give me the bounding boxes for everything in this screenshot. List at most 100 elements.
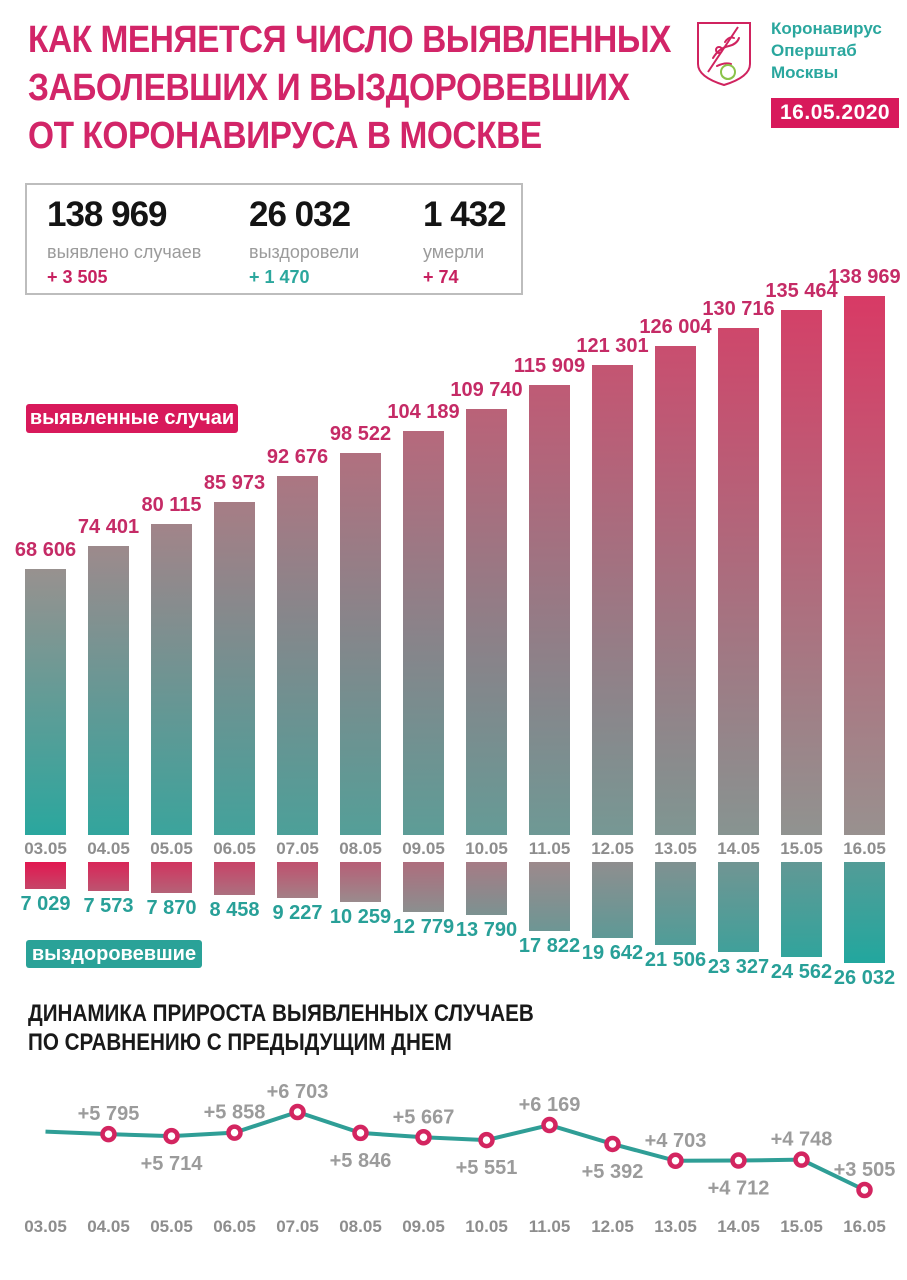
bar [25, 568, 66, 835]
bar-value-label: 12 779 [392, 915, 455, 938]
stat-deaths: 1 432 умерли + 74 [423, 195, 507, 288]
bar [529, 862, 570, 932]
bar-value-label: 23 327 [707, 956, 770, 979]
bar-value-label: 26 032 [833, 966, 896, 989]
date-tick: 13.05 [654, 839, 697, 858]
page-title-line: ЗАБОЛЕВШИХ И ВЫЗДОРОВЕВШИХ [28, 67, 630, 109]
bar-value-label: 92 676 [266, 445, 329, 468]
bar-value-label: 7 870 [146, 896, 197, 919]
increase-value-label: +5 667 [393, 1106, 455, 1128]
increase-value-label: +5 795 [78, 1103, 140, 1125]
bar-value-label: 9 227 [272, 901, 323, 924]
page-title-line: КАК МЕНЯЕТСЯ ЧИСЛО ВЫЯВЛЕННЫХ [28, 19, 672, 61]
stat-value: 1 432 [423, 195, 507, 234]
bar [529, 385, 570, 835]
date-tick: 10.05 [465, 1217, 508, 1236]
brand-line: Оперштаб [771, 41, 857, 60]
date-badge: 16.05.2020 [771, 98, 900, 128]
date-tick: 06.05 [213, 1217, 256, 1236]
increase-value-label: +5 846 [330, 1150, 392, 1172]
increase-value-label: +4 703 [645, 1130, 707, 1152]
bar [340, 862, 381, 902]
line-chart-title: ДИНАМИКА ПРИРОСТА ВЫЯВЛЕННЫХ СЛУЧАЕВ ПО … [28, 999, 616, 1057]
bar-value-label: 80 115 [141, 494, 202, 517]
bar [655, 346, 696, 835]
bar [466, 409, 507, 835]
brand-line: Коронавирус [771, 19, 882, 38]
stat-value: 26 032 [249, 195, 351, 234]
data-point-marker [730, 1152, 747, 1169]
data-point-marker [541, 1116, 558, 1134]
bar [781, 862, 822, 958]
bar [214, 501, 255, 835]
bar-value-label: 7 573 [83, 895, 134, 918]
line-chart-title-line: ПО СРАВНЕНИЮ С ПРЕДЫДУЩИМ ДНЕМ [28, 1029, 452, 1056]
moscow-coat-of-arms-icon [697, 22, 751, 87]
cases-bar-chart: 68 606 74 401 80 115 85 973 92 676 98 522 104 … [15, 266, 901, 835]
data-point-marker [478, 1131, 495, 1149]
bar [718, 862, 759, 953]
stat-label: выздоровели [249, 242, 360, 262]
date-tick: 05.05 [150, 839, 193, 858]
date-tick: 12.05 [591, 839, 634, 858]
increase-value-label: +5 392 [582, 1161, 644, 1183]
line-chart-title-line: ДИНАМИКА ПРИРОСТА ВЫЯВЛЕННЫХ СЛУЧАЕВ [28, 1000, 534, 1027]
brand-line: Москвы [771, 63, 839, 82]
data-point-marker [289, 1103, 306, 1121]
data-point-marker [667, 1152, 684, 1170]
bar [403, 862, 444, 912]
bar [718, 328, 759, 835]
increase-value-label: +6 169 [519, 1094, 581, 1116]
date-tick: 08.05 [339, 839, 382, 858]
page-title: КАК МЕНЯЕТСЯ ЧИСЛО ВЫЯВЛЕННЫХ ЗАБОЛЕВШИХ… [28, 16, 759, 160]
date-tick: 16.05 [843, 1217, 886, 1236]
stat-confirmed: 138 969 выявлено случаев + 3 505 [47, 195, 201, 288]
date-tick: 09.05 [402, 839, 445, 858]
date-tick: 03.05 [24, 839, 67, 858]
data-point-marker [100, 1125, 117, 1143]
bar-value-label: 21 506 [644, 949, 707, 972]
bar-value-label: 135 464 [765, 279, 838, 302]
bar-value-label: 7 029 [20, 893, 71, 916]
bar [844, 862, 885, 963]
date-tick: 08.05 [339, 1217, 382, 1236]
date-tick: 10.05 [465, 839, 508, 858]
date-tick: 13.05 [654, 1217, 697, 1236]
increase-value-label: +5 551 [456, 1157, 518, 1179]
stat-label: умерли [423, 242, 485, 262]
bar-value-label: 109 740 [450, 379, 523, 402]
recovered-bar-chart: 7 029 7 573 7 870 8 458 9 227 10 259 12 779 13 … [20, 862, 895, 992]
date-tick: 07.05 [276, 839, 319, 858]
daily-increase-line-chart: +5 795 +5 714 +5 858+6 703 +5 846+5 667 +5 5… [45, 1081, 895, 1200]
bar [403, 430, 444, 835]
bar-value-label: 138 969 [828, 266, 901, 288]
data-point-marker [856, 1181, 873, 1199]
cases-legend-badge: выявленные случаи [26, 404, 238, 433]
bar-value-label: 85 973 [203, 471, 266, 494]
bar-value-label: 98 522 [329, 422, 392, 445]
bar [88, 546, 129, 835]
date-tick: 11.05 [528, 839, 571, 858]
bar [151, 524, 192, 835]
bar [781, 309, 822, 835]
operational-hq-label: Коронавирус Оперштаб Москвы [771, 18, 882, 84]
bar [844, 296, 885, 835]
increase-value-label: +4 712 [708, 1178, 770, 1200]
bar [655, 862, 696, 946]
bar [25, 862, 66, 890]
bar [214, 862, 255, 895]
bar-value-label: 130 716 [702, 298, 775, 320]
date-tick: 07.05 [276, 1217, 319, 1236]
date-tick: 04.05 [87, 1217, 130, 1236]
stat-delta: + 74 [423, 267, 459, 287]
date-tick: 05.05 [150, 1217, 193, 1236]
stat-value: 138 969 [47, 195, 168, 234]
stats-box: 138 969 выявлено случаев + 3 505 26 032 … [25, 183, 523, 295]
date-tick: 04.05 [87, 839, 130, 858]
date-tick: 11.05 [528, 1217, 571, 1236]
increase-value-label: +5 714 [141, 1153, 204, 1175]
bar [592, 862, 633, 939]
bar [277, 862, 318, 898]
bar-value-label: 8 458 [209, 898, 260, 921]
